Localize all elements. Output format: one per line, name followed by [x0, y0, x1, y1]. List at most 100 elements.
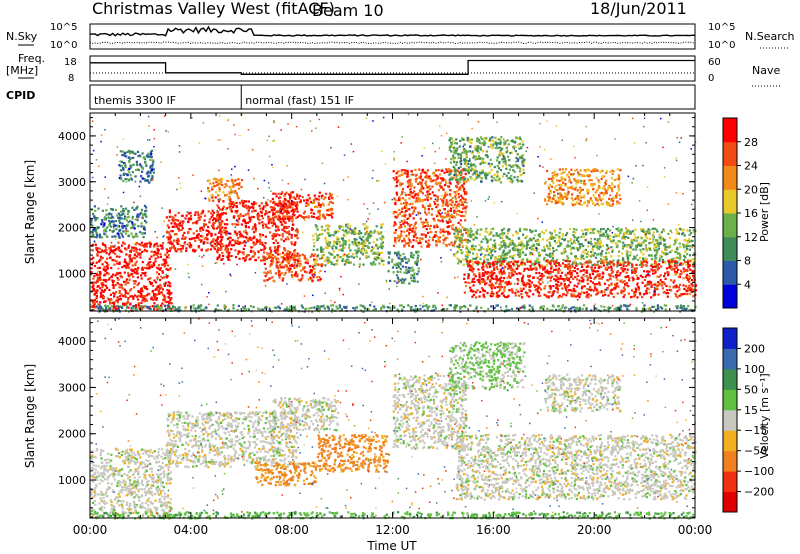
nave-label: Nave	[752, 64, 780, 77]
velocity-colorbar-tick-1: 100	[744, 363, 765, 376]
freq-series-line	[90, 59, 695, 75]
cpid-strip: themis 3300 IF normal (fast) 151 IF	[89, 84, 696, 110]
power-ytick-label-3: 4000	[58, 130, 86, 143]
power-region-2	[118, 149, 155, 184]
velocity-panel: 1000 2000 3000 4000 00:00 04:00 08:00 12:00 16:0…	[58, 317, 713, 537]
time-xlabel: Time UT	[366, 539, 417, 553]
velocity-ytick-label-3: 4000	[58, 335, 86, 348]
power-region-8	[312, 223, 385, 267]
velocity-colorbar-swatch-8	[723, 328, 737, 349]
power-colorbar-tick-3: 16	[744, 207, 758, 220]
power-ylabel: Slant Range [km]	[23, 160, 37, 264]
power-colorbar: 4 8 12 16 20 24 28	[722, 117, 758, 309]
time-xtick-label-1: 04:00	[174, 523, 209, 537]
velocity-region-4	[316, 434, 389, 473]
nsky-tick-top-right: 10^5	[708, 22, 735, 33]
power-ytick-label-0: 1000	[58, 267, 86, 280]
velocity-colorbar-tick-6: −100	[744, 465, 774, 478]
station-title: Christmas Valley West (fitACF)	[92, 0, 335, 18]
velocity-colorbar-tick-2: 50	[744, 383, 758, 396]
cpid-segment-1: normal (fast) 151 IF	[245, 94, 354, 107]
velocity-colorbar-swatch-1	[723, 471, 737, 493]
velocity-colorbar-label: Velocity [m s⁻¹]	[758, 373, 771, 458]
freq-label: Freq.	[18, 52, 45, 65]
date-label: 18/Jun/2011	[590, 0, 687, 18]
power-colorbar-swatch-7	[723, 118, 737, 143]
power-colorbar-swatch-6	[723, 141, 737, 166]
freq-strip	[89, 55, 696, 82]
power-colorbar-tick-4: 20	[744, 183, 758, 196]
power-colorbar-tick-2: 12	[744, 231, 758, 244]
power-ytick-label-1: 2000	[58, 222, 86, 235]
velocity-ytick-label-0: 1000	[58, 474, 86, 487]
power-region-13	[448, 135, 526, 184]
time-xtick-label-4: 16:00	[476, 523, 511, 537]
nsky-tick-bottom-right: 10^0	[708, 40, 735, 51]
nsky-series-line	[89, 25, 696, 37]
velocity-colorbar-swatch-0	[723, 491, 737, 513]
power-colorbar-tick-5: 24	[744, 160, 758, 173]
cpid-segment-0: themis 3300 IF	[94, 94, 176, 107]
nave-tick-top: 60	[708, 57, 721, 68]
nsearch-label: N.Search	[745, 30, 795, 43]
velocity-colorbar-tick-3: 15	[744, 404, 758, 417]
power-region-5	[271, 191, 334, 221]
cpid-frame	[89, 84, 696, 110]
velocity-ylabel: Slant Range [km]	[23, 364, 37, 468]
power-colorbar-tick-0: 4	[744, 278, 751, 291]
freq-tick-bottom: 8	[68, 73, 74, 84]
cpid-label: CPID	[6, 89, 35, 102]
time-xtick-label-6: 00:00	[678, 523, 713, 537]
velocity-region-2	[272, 397, 340, 432]
power-ytick-label-2: 3000	[58, 176, 86, 189]
velocity-colorbar-swatch-4	[723, 409, 737, 431]
velocity-region-7	[448, 341, 526, 390]
power-colorbar-swatch-3	[723, 213, 737, 238]
velocity-region-8	[544, 373, 622, 413]
power-region-7	[261, 252, 324, 283]
velocity-colorbar-tick-5: −50	[744, 445, 767, 458]
power-colorbar-swatch-5	[723, 165, 737, 190]
power-colorbar-label: Power [dB]	[758, 182, 771, 242]
power-colorbar-swatch-2	[723, 236, 737, 261]
nsky-tick-top-left: 10^5	[50, 22, 77, 33]
time-xtick-label-3: 12:00	[375, 523, 410, 537]
power-region-10	[387, 250, 420, 285]
velocity-colorbar-tick-7: −200	[744, 486, 774, 499]
time-xtick-label-5: 20:00	[577, 523, 612, 537]
velocity-colorbar-frame	[722, 327, 738, 513]
freq-frame	[89, 55, 696, 82]
velocity-ytick-label-1: 2000	[58, 428, 86, 441]
power-plot-area	[90, 113, 695, 311]
nave-tick-bottom: 0	[708, 73, 714, 84]
nsky-tick-bottom-left: 10^0	[50, 40, 77, 51]
velocity-colorbar-swatch-2	[723, 450, 737, 472]
nsearch-series-line	[89, 41, 696, 45]
time-xtick-label-0: 00:00	[73, 523, 108, 537]
velocity-colorbar-swatch-5	[723, 389, 737, 411]
nsky-label: N.Sky	[6, 30, 38, 43]
nsky-strip	[89, 23, 696, 50]
velocity-colorbar-swatch-6	[723, 368, 737, 390]
velocity-region-0	[90, 447, 173, 517]
velocity-ytick-label-2: 3000	[58, 381, 86, 394]
nsky-frame	[89, 23, 696, 50]
velocity-region-3	[254, 461, 319, 487]
power-panel: 1000 2000 3000 4000	[58, 112, 698, 313]
power-colorbar-tick-6: 28	[744, 136, 758, 149]
beam-label: Beam 10	[312, 1, 384, 20]
velocity-colorbar-tick-4: −15	[744, 424, 767, 437]
power-colorbar-swatch-4	[723, 189, 737, 214]
freq-unit: [MHz]	[6, 64, 38, 77]
time-xtick-label-2: 08:00	[274, 523, 309, 537]
velocity-region-6	[455, 433, 697, 501]
power-region-12	[463, 259, 698, 299]
power-colorbar-swatch-1	[723, 260, 737, 285]
power-colorbar-swatch-0	[723, 284, 737, 309]
velocity-colorbar-swatch-3	[723, 430, 737, 452]
velocity-colorbar: 200 100 50 15 −15 −50 −100 −200	[722, 327, 774, 513]
velocity-colorbar-tick-0: 200	[744, 342, 765, 355]
freq-tick-top: 18	[64, 57, 77, 68]
velocity-region-5	[392, 373, 468, 450]
